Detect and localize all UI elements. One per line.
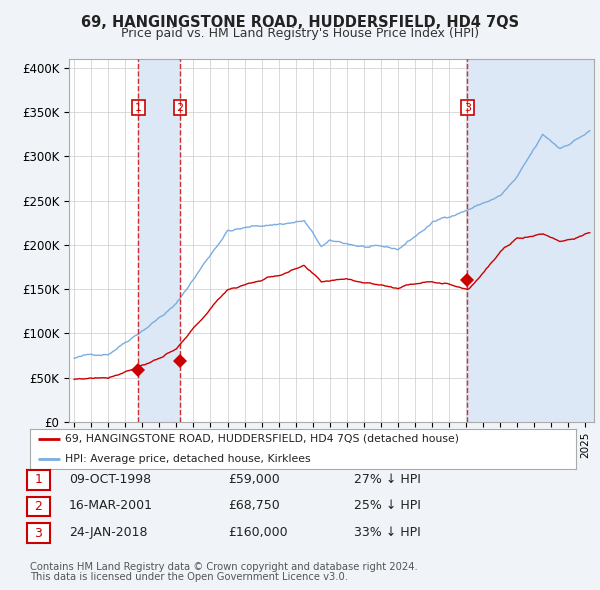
- Text: 33% ↓ HPI: 33% ↓ HPI: [354, 526, 421, 539]
- Text: £68,750: £68,750: [228, 499, 280, 512]
- Text: This data is licensed under the Open Government Licence v3.0.: This data is licensed under the Open Gov…: [30, 572, 348, 582]
- Text: 69, HANGINGSTONE ROAD, HUDDERSFIELD, HD4 7QS: 69, HANGINGSTONE ROAD, HUDDERSFIELD, HD4…: [81, 15, 519, 30]
- Text: 2: 2: [34, 500, 43, 513]
- Text: 3: 3: [464, 103, 471, 113]
- Text: 27% ↓ HPI: 27% ↓ HPI: [354, 473, 421, 486]
- Text: 09-OCT-1998: 09-OCT-1998: [69, 473, 151, 486]
- Text: 25% ↓ HPI: 25% ↓ HPI: [354, 499, 421, 512]
- Text: £160,000: £160,000: [228, 526, 287, 539]
- Text: 1: 1: [135, 103, 142, 113]
- Bar: [139, 59, 180, 422]
- Text: 69, HANGINGSTONE ROAD, HUDDERSFIELD, HD4 7QS (detached house): 69, HANGINGSTONE ROAD, HUDDERSFIELD, HD4…: [65, 434, 460, 444]
- Text: 24-JAN-2018: 24-JAN-2018: [69, 526, 148, 539]
- Bar: [467, 59, 594, 422]
- Text: £59,000: £59,000: [228, 473, 280, 486]
- Text: Price paid vs. HM Land Registry's House Price Index (HPI): Price paid vs. HM Land Registry's House …: [121, 27, 479, 40]
- Text: 2: 2: [176, 103, 184, 113]
- Text: 16-MAR-2001: 16-MAR-2001: [69, 499, 153, 512]
- Text: 1: 1: [34, 473, 43, 487]
- Text: HPI: Average price, detached house, Kirklees: HPI: Average price, detached house, Kirk…: [65, 454, 311, 464]
- Text: Contains HM Land Registry data © Crown copyright and database right 2024.: Contains HM Land Registry data © Crown c…: [30, 562, 418, 572]
- Text: 3: 3: [34, 526, 43, 540]
